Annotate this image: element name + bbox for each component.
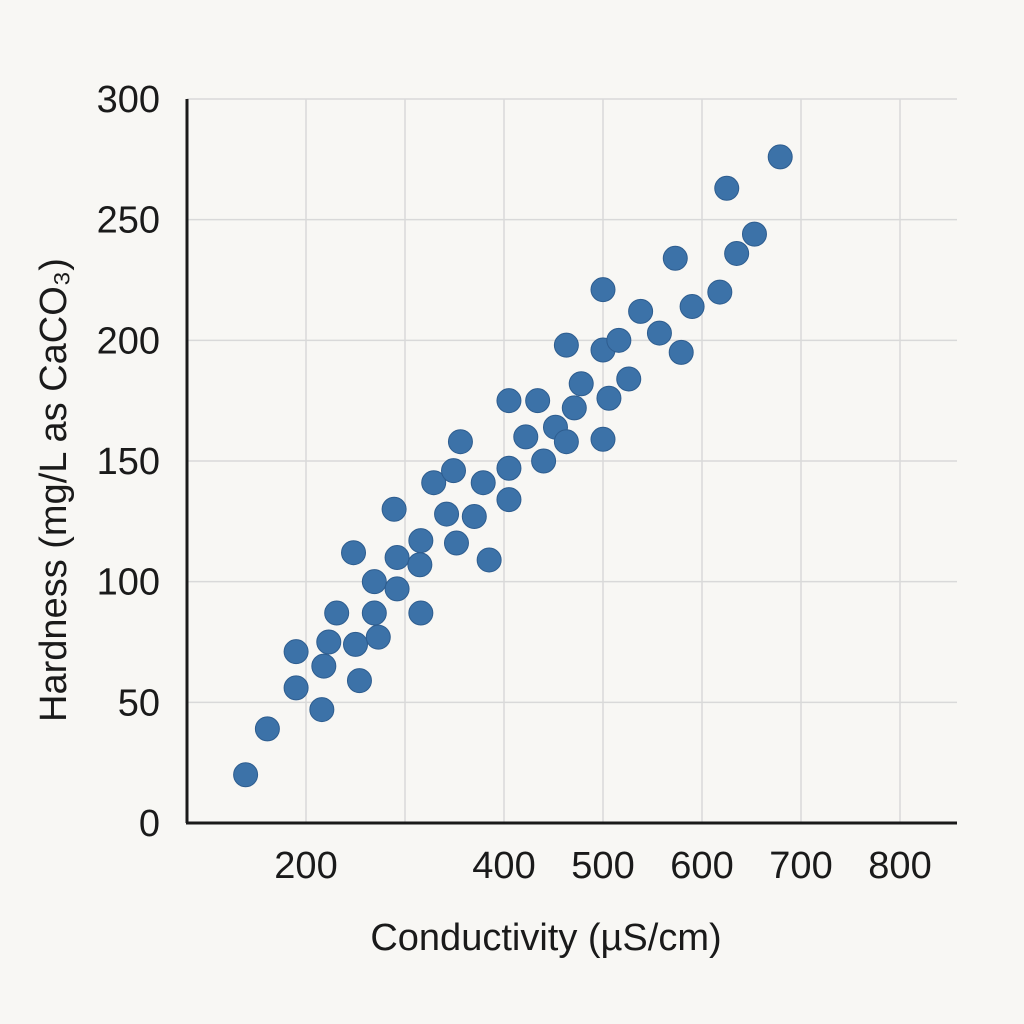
- data-point: [309, 697, 335, 723]
- data-point: [553, 429, 579, 455]
- data-point: [434, 501, 460, 527]
- x-tick-labels: 200 400 500 600 700 800: [274, 845, 931, 887]
- y-tick-label: 200: [97, 320, 160, 362]
- data-point: [590, 277, 616, 303]
- data-point: [568, 371, 594, 397]
- y-axis-label: Hardness (mg/L as CaCO₃): [33, 258, 75, 722]
- data-point: [381, 496, 407, 522]
- data-point: [496, 487, 522, 513]
- data-point: [616, 366, 642, 392]
- data-point: [606, 327, 632, 353]
- data-point: [365, 624, 391, 650]
- data-point: [324, 600, 350, 626]
- data-point: [343, 631, 368, 657]
- data-point: [590, 426, 616, 452]
- data-point: [421, 470, 447, 496]
- data-point: [553, 332, 579, 358]
- axes: [185, 99, 957, 825]
- data-point: [767, 144, 793, 170]
- data-point: [384, 576, 410, 602]
- y-tick-label: 300: [97, 79, 160, 121]
- data-point: [476, 547, 502, 573]
- data-point: [283, 639, 309, 665]
- y-tick-labels: 0 50 100 150 200 250 300: [97, 79, 160, 845]
- data-point: [741, 221, 767, 247]
- data-point: [470, 470, 496, 496]
- data-point: [531, 448, 557, 474]
- y-tick-label: 0: [139, 803, 160, 845]
- x-tick-label: 400: [472, 845, 535, 887]
- y-tick-label: 50: [118, 682, 160, 724]
- data-point: [707, 279, 733, 305]
- data-point: [668, 339, 694, 365]
- x-tick-label: 800: [868, 845, 931, 887]
- data-point: [254, 716, 280, 742]
- data-point: [461, 504, 487, 530]
- data-point: [447, 429, 473, 455]
- data-point: [561, 395, 587, 421]
- data-point: [646, 320, 672, 346]
- x-tick-label: 500: [571, 845, 634, 887]
- data-point: [407, 552, 433, 578]
- data-point: [525, 388, 551, 414]
- data-point: [443, 530, 469, 556]
- y-tick-label: 250: [97, 200, 160, 242]
- x-axis-label: Conductivity (µS/cm): [370, 917, 721, 959]
- data-point: [513, 424, 539, 450]
- x-tick-label: 200: [274, 845, 337, 887]
- data-point: [384, 545, 410, 571]
- y-tick-label: 150: [97, 441, 160, 483]
- grid-lines: [187, 98, 957, 823]
- data-points: [233, 144, 793, 788]
- data-point: [714, 175, 740, 201]
- data-point: [596, 385, 622, 411]
- data-point: [311, 653, 337, 679]
- data-point: [496, 388, 522, 414]
- data-point: [361, 600, 387, 626]
- data-point: [316, 629, 342, 655]
- data-point: [361, 569, 387, 595]
- data-point: [346, 668, 372, 694]
- data-point: [233, 762, 259, 788]
- x-tick-label: 600: [670, 845, 733, 887]
- data-point: [679, 294, 705, 320]
- data-point: [283, 675, 309, 701]
- data-point: [441, 458, 467, 484]
- data-point: [341, 540, 367, 566]
- data-point: [408, 528, 434, 554]
- data-point: [662, 245, 688, 271]
- data-point: [496, 455, 522, 481]
- y-tick-label: 100: [97, 562, 160, 604]
- data-point: [724, 240, 750, 266]
- data-point: [628, 298, 654, 324]
- data-point: [408, 600, 434, 626]
- x-tick-label: 700: [769, 845, 832, 887]
